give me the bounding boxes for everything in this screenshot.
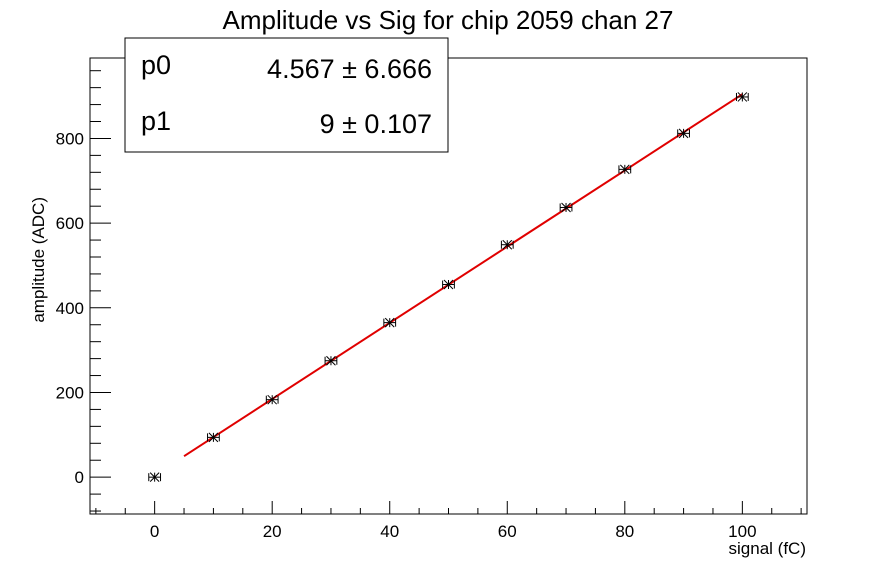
data-point: [148, 472, 162, 483]
data-point: [559, 202, 573, 213]
axis-tick-labels: 0 20 40 60 80 100 0 200 400 600 800: [56, 129, 757, 541]
stats-row-1-name: p1: [141, 106, 171, 136]
star-marker-stroke: [502, 239, 513, 250]
stats-box-frame: [124, 37, 449, 153]
y-tick-label: 400: [56, 299, 84, 318]
star-marker-stroke: [208, 432, 219, 443]
x-tick-label: 0: [150, 522, 159, 541]
star-marker-stroke: [326, 355, 336, 366]
data-point: [442, 279, 455, 290]
chart-title: Amplitude vs Sig for chip 2059 chan 27: [223, 5, 674, 35]
y-tick-label: 600: [56, 214, 84, 233]
y-tick-label: 0: [75, 468, 84, 487]
data-point: [618, 164, 632, 175]
x-tick-label: 100: [728, 522, 756, 541]
axis-ticks: [90, 70, 802, 514]
y-axis-title: amplitude (ADC): [29, 197, 48, 323]
stats-row-0-value: 4.567 ± 6.666: [267, 54, 432, 84]
stats-row-1-value: 9 ± 0.107: [320, 109, 432, 139]
data-point: [383, 317, 397, 328]
y-tick-label: 200: [56, 383, 84, 402]
stats-box: p0 4.567 ± 6.666 p1 9 ± 0.107: [124, 37, 449, 153]
fit-layer: [183, 93, 743, 458]
star-marker-stroke: [619, 164, 630, 175]
x-tick-label: 40: [380, 522, 399, 541]
x-tick-label: 60: [498, 522, 517, 541]
data-point: [677, 128, 690, 139]
data-point: [324, 355, 338, 366]
star-marker-stroke: [443, 279, 454, 290]
data-points: [148, 92, 749, 483]
star-marker-stroke: [561, 202, 571, 213]
data-point: [207, 432, 220, 443]
x-tick-label: 80: [615, 522, 634, 541]
star-marker-stroke: [384, 317, 395, 328]
y-tick-label: 800: [56, 129, 84, 148]
fit-line: [183, 93, 743, 458]
data-point: [265, 394, 279, 405]
x-tick-label: 20: [263, 522, 282, 541]
data-point: [500, 239, 514, 250]
x-axis-title: signal (fC): [729, 539, 806, 558]
star-marker-stroke: [149, 472, 160, 483]
star-marker-stroke: [678, 128, 689, 139]
stats-row-0-name: p0: [141, 50, 171, 80]
star-marker-stroke: [737, 92, 748, 102]
star-marker-stroke: [267, 394, 278, 405]
data-point: [735, 92, 749, 102]
